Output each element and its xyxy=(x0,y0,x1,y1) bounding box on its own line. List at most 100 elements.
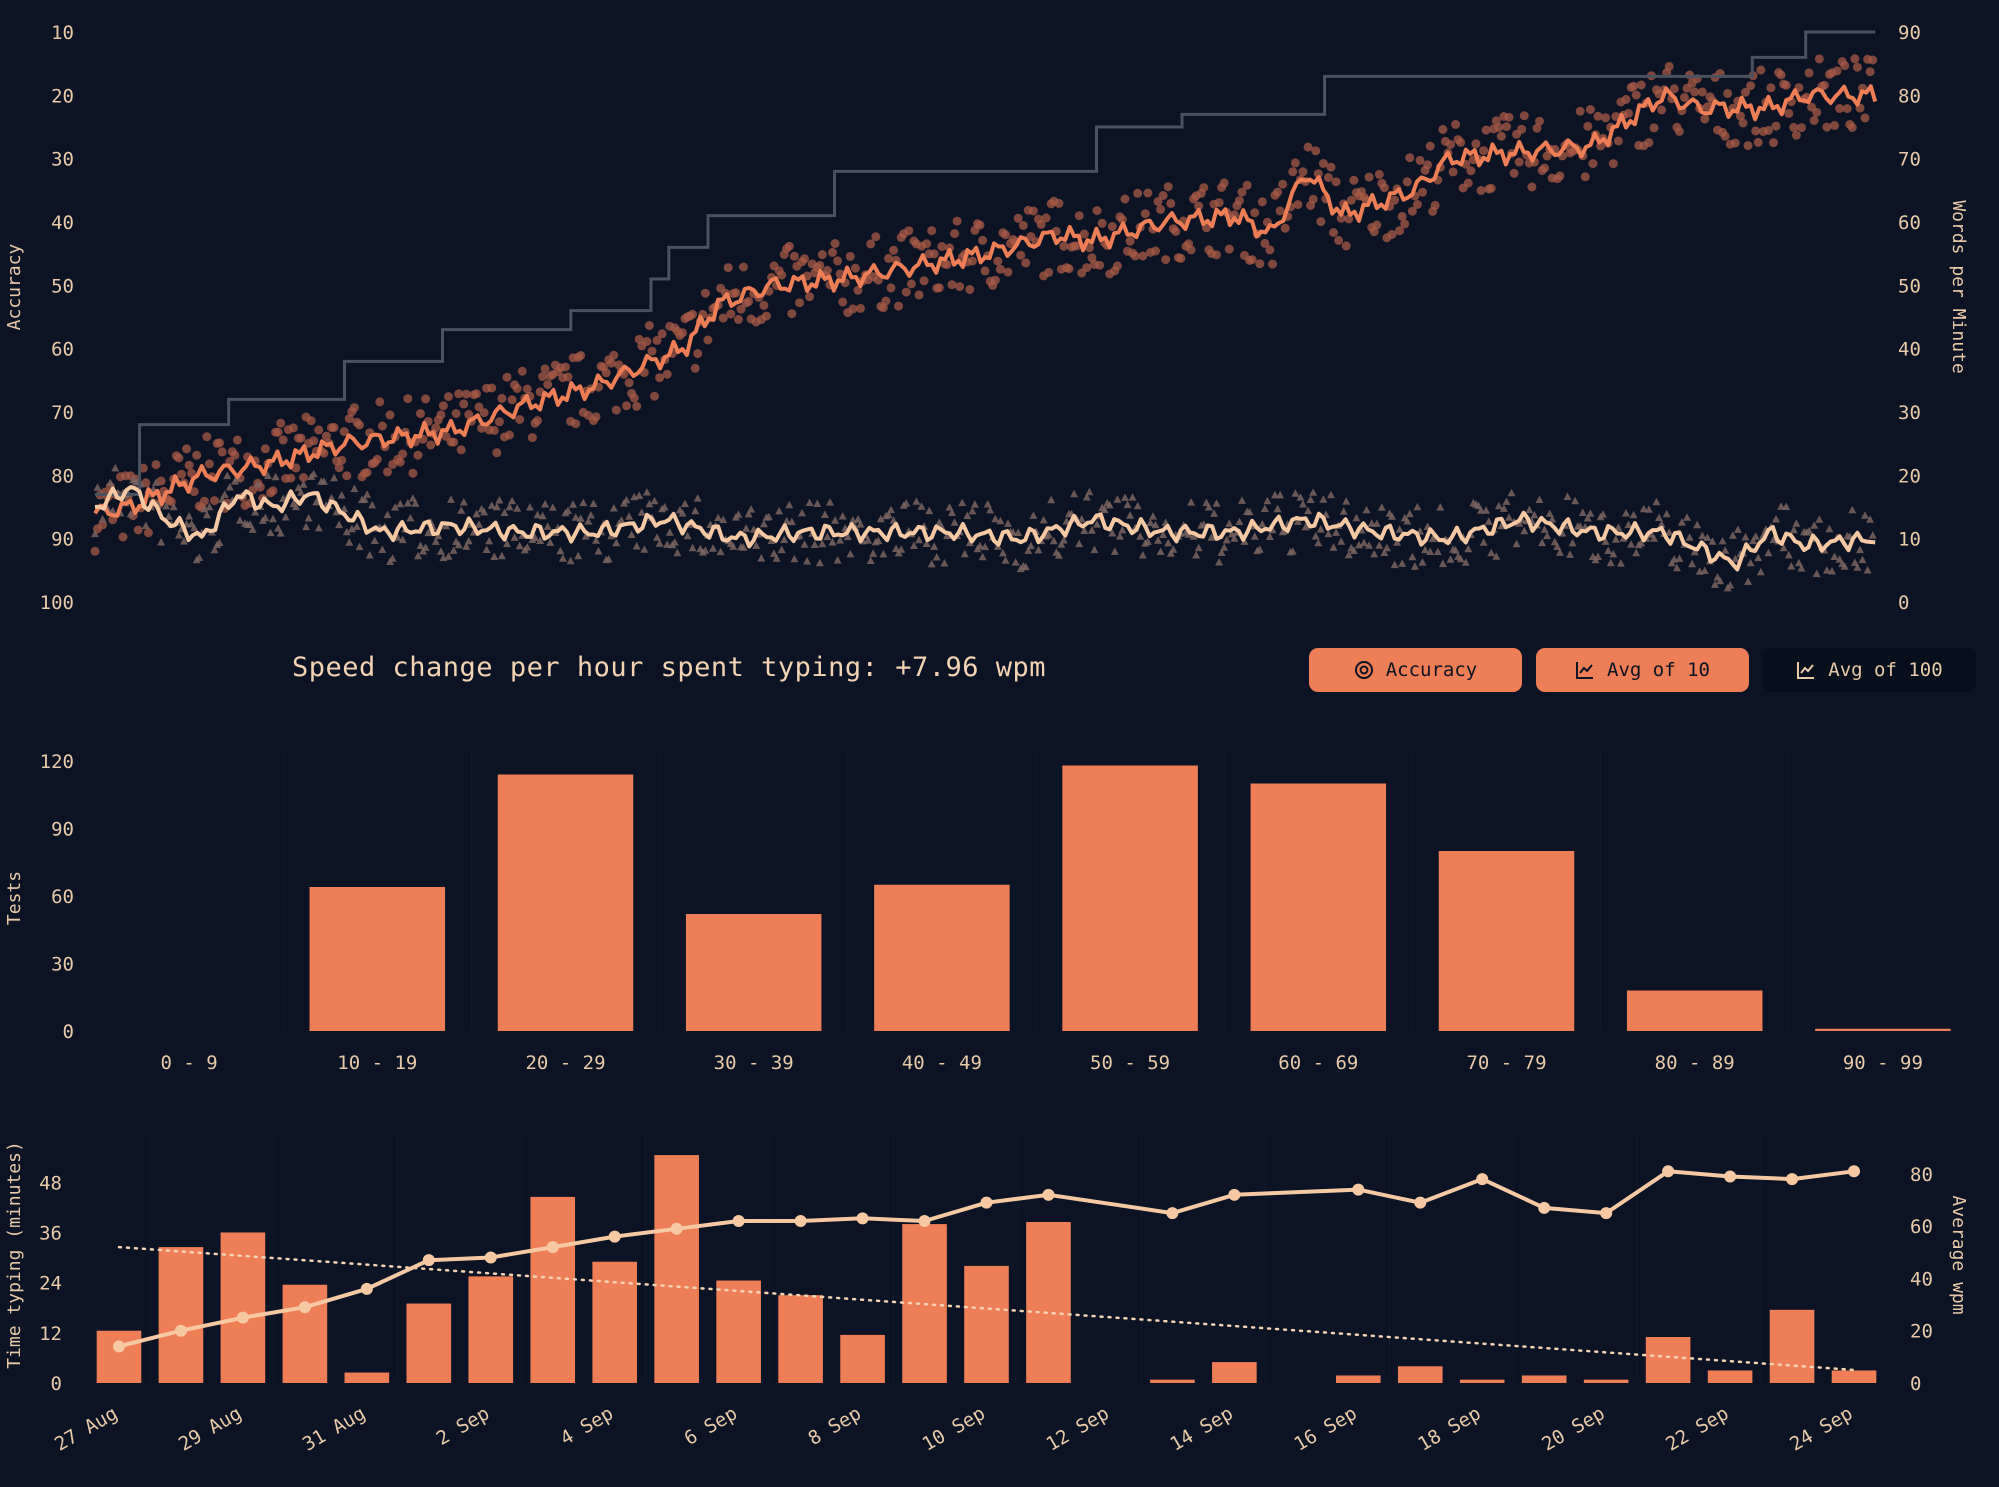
accuracy-point xyxy=(940,559,949,567)
accuracy-point xyxy=(1616,559,1625,567)
wpm-point xyxy=(1430,200,1440,210)
daily-right-title: Average wpm xyxy=(1948,1195,1969,1314)
accuracy-point xyxy=(1721,546,1730,554)
accuracy-point xyxy=(482,545,491,553)
accuracy-point xyxy=(98,514,107,523)
wpm-point xyxy=(1265,245,1275,255)
accuracy-point xyxy=(1039,515,1048,524)
accuracy-point xyxy=(950,518,959,526)
left-axis-ticks: 10 20 30 40 50 60 70 80 90 100 xyxy=(40,22,74,614)
accuracy-point xyxy=(1578,508,1587,516)
wpm-point xyxy=(1298,167,1308,177)
daily-left-tick: 24 xyxy=(39,1273,62,1295)
accuracy-point xyxy=(220,490,229,498)
daily-x-tick: 2 Sep xyxy=(433,1402,494,1450)
avg100-toggle-button[interactable]: Avg of 100 xyxy=(1763,648,1976,692)
accuracy-point xyxy=(515,541,524,550)
average-wpm-point xyxy=(1848,1165,1861,1178)
wpm-point xyxy=(342,471,352,481)
accuracy-point xyxy=(820,510,829,518)
daily-left-tick: 0 xyxy=(51,1373,62,1395)
wpm-point xyxy=(1494,123,1504,132)
accuracy-point xyxy=(1405,509,1414,518)
accuracy-point xyxy=(645,499,654,508)
accuracy-point xyxy=(403,499,412,507)
right-tick-label: 0 xyxy=(1898,592,1909,614)
accuracy-point xyxy=(1108,529,1117,537)
time-bar xyxy=(716,1280,761,1383)
accuracy-point xyxy=(152,478,160,486)
accuracy-point xyxy=(1433,547,1442,556)
accuracy-point xyxy=(1594,552,1602,560)
wpm-point xyxy=(1835,104,1845,113)
wpm-point xyxy=(830,239,840,248)
accuracy-point xyxy=(1220,543,1229,551)
wpm-point xyxy=(652,335,662,345)
accuracy-point xyxy=(1622,509,1630,517)
accuracy-point xyxy=(1306,495,1315,503)
accuracy-point xyxy=(1794,558,1803,567)
wpm-point xyxy=(955,282,965,292)
accuracy-point xyxy=(312,497,321,506)
time-bar xyxy=(158,1247,204,1383)
accuracy-point xyxy=(1054,551,1063,559)
accuracy-point xyxy=(1230,534,1239,542)
accuracy-point xyxy=(1563,492,1572,500)
wpm-point xyxy=(1163,182,1173,192)
wpm-point xyxy=(975,220,985,230)
accuracy-point xyxy=(1797,564,1806,572)
accuracy-point xyxy=(500,508,509,516)
wpm-point xyxy=(1629,81,1639,91)
accuracy-point xyxy=(538,511,547,520)
wpm-point xyxy=(329,422,339,432)
accuracy-point xyxy=(414,551,422,560)
wpm-accuracy-chart: 10 20 30 40 50 60 70 80 90 100 0 10 20 30 40 50 60 70 80 9… xyxy=(4,22,1969,614)
accuracy-point xyxy=(1245,507,1254,516)
accuracy-point xyxy=(246,520,255,528)
accuracy-point xyxy=(106,478,115,486)
average-wpm-point xyxy=(1600,1207,1613,1220)
avg10-toggle-button[interactable]: Avg of 10 xyxy=(1536,648,1749,692)
accuracy-point xyxy=(1380,548,1389,556)
accuracy-point xyxy=(1166,549,1175,557)
accuracy-point xyxy=(1566,550,1574,558)
time-bar xyxy=(1397,1366,1443,1383)
histogram-bar xyxy=(1626,990,1763,1031)
accuracy-point xyxy=(355,542,364,551)
wpm-point xyxy=(1158,191,1168,200)
wpm-point xyxy=(527,433,537,443)
accuracy-point xyxy=(1477,506,1485,514)
wpm-point xyxy=(156,476,166,486)
accuracy-point xyxy=(1217,548,1226,556)
wpm-points xyxy=(90,54,1878,556)
accuracy-point xyxy=(1316,525,1325,533)
wpm-point xyxy=(1847,123,1857,132)
accuracy-point xyxy=(1728,531,1737,539)
accuracy-point xyxy=(302,522,311,531)
wpm-point xyxy=(838,297,848,307)
wpm-point xyxy=(650,391,659,401)
daily-right-tick: 60 xyxy=(1910,1216,1933,1238)
wpm-point xyxy=(1125,236,1135,246)
accuracy-toggle-button[interactable]: Accuracy xyxy=(1309,648,1522,692)
wpm-point xyxy=(1387,230,1397,239)
wpm-point xyxy=(1613,136,1623,146)
wpm-point xyxy=(1405,153,1415,163)
accuracy-point xyxy=(485,536,494,545)
right-tick-label: 80 xyxy=(1898,85,1921,107)
accuracy-point xyxy=(818,539,827,548)
average-wpm-points xyxy=(112,1165,1861,1353)
accuracy-point xyxy=(866,556,875,564)
accuracy-point xyxy=(487,501,496,509)
accuracy-point xyxy=(1530,510,1539,519)
accuracy-point xyxy=(1403,517,1412,525)
average-wpm-point xyxy=(670,1222,683,1235)
accuracy-point xyxy=(1716,576,1725,585)
wpm-point xyxy=(1313,169,1323,179)
accuracy-point xyxy=(1138,551,1147,559)
accuracy-point xyxy=(185,512,194,520)
accuracy-point xyxy=(833,556,842,564)
accuracy-point xyxy=(1733,525,1742,533)
wpm-point xyxy=(232,435,242,445)
wpm-point xyxy=(1036,219,1046,229)
